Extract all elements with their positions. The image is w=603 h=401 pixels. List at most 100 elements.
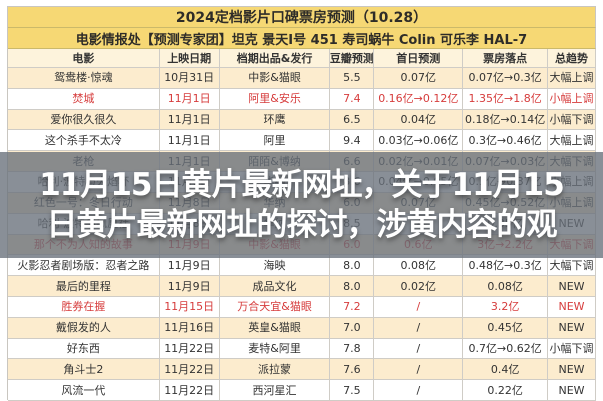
table-row: 这个杀手不太冷 11月1日 阿里 9.4 0.03亿→0.06亿 0.3亿→0.46亿 大幅… [8,130,596,152]
cell-date: 11月22日 [159,338,220,360]
column-header: 电影 [8,49,160,68]
cell-name: 这个杀手不太冷 [8,130,160,152]
cell-date: 11月16日 [159,317,220,339]
cell-box: 0.07亿→0.3亿 [463,68,549,89]
cell-box: 0.48亿→0.3亿 [463,255,549,277]
cell-douban: 7.5 [330,380,375,401]
cell-day1: / [374,317,464,339]
cell-name: 戴假发的人 [8,317,160,339]
cell-douban: 7.2 [330,296,375,318]
cell-studio: 中影&猫眼 [219,68,331,89]
cell-studio: 麦特&阿里 [219,338,331,360]
cell-trend: 小幅上调 [548,88,596,110]
cell-trend: NEW [548,296,596,318]
cell-trend: 大幅上调 [548,130,596,152]
cell-date: 11月15日 [159,296,220,318]
cell-douban: 8.0 [330,276,375,297]
cell-studio: 英皇&猫眼 [219,317,331,339]
cell-day1: 0.04亿 [374,109,464,131]
cell-douban: 7.0 [330,317,375,339]
cell-day1: / [374,296,464,318]
cell-day1: / [374,380,464,401]
cell-name: 鸳鸯楼·惊魂 [8,68,160,89]
cell-date: 11月9日 [159,276,220,297]
table-title: 2024定档影片口碑票房预测（10.28） [8,7,596,28]
cell-box: 3.2亿 [463,296,549,318]
cell-date: 11月1日 [159,130,220,152]
cell-studio: 派拉蒙 [219,359,331,381]
cell-name: 焚城 [8,88,160,110]
watermark-line-2: 日黄片最新网址的探讨，涉黄内容的观 [46,207,558,243]
cell-box: 0.4亿 [463,359,549,381]
column-header: 上映日期 [159,49,220,68]
cell-studio: 成品文化 [219,276,331,297]
column-header: 豆瓣预测 [330,49,375,68]
table-row: 鸳鸯楼·惊魂 10月31日 中影&猫眼 5.5 0.07亿 0.07亿→0.3亿 大幅上调 [8,68,596,89]
cell-name: 爱你很久很久 [8,109,160,131]
cell-douban: 7.8 [330,338,375,360]
cell-day1: 0.02亿 [374,276,464,297]
cell-douban: 7.6 [330,359,375,381]
cell-trend: 小幅下调 [548,109,596,131]
cell-trend: NEW [548,317,596,339]
cell-name: 火影忍者剧场版：忍者之路 [8,255,160,277]
cell-trend: NEW [548,380,596,401]
cell-douban: 8.0 [330,255,375,277]
watermark-overlay: 11月15日黄片最新网址，关于11月15 日黄片最新网址的探讨，涉黄内容的观 [0,152,603,258]
cell-date: 11月1日 [159,109,220,131]
cell-day1: / [374,338,464,360]
cell-trend: 大幅上调 [548,68,596,89]
cell-box: 0.7亿→0.62亿 [463,338,549,360]
cell-day1: 0.03亿→0.06亿 [374,130,464,152]
table-row: 胜券在握 11月15日 万合天宜&猫眼 7.2/3.2亿 NEW [8,296,596,318]
column-header: 档期出品&发行 [219,49,331,68]
cell-douban: 6.5 [330,109,375,131]
cell-studio: 环鹰 [219,109,331,131]
cell-studio: 海映 [219,255,331,277]
cell-box: 0.08亿 [463,276,549,297]
table-row: 焚城 11月1日 阿里&安乐 7.4 0.16亿→0.12亿 1.35亿→1.8亿 小幅上调 [8,88,596,110]
cell-studio: 阿里&安乐 [219,88,331,110]
cell-box: 1.35亿→1.8亿 [463,88,549,110]
cell-name: 胜券在握 [8,296,160,318]
table-row: 风流一代 11月22日 西河星汇 7.5/0.22亿 NEW [8,380,596,401]
cell-box: 0.3亿→0.46亿 [463,130,549,152]
column-header: 票房落点 [463,49,549,68]
cell-day1: 0.07亿 [374,68,464,89]
table-row: 最后的里程 11月9日 成品文化 8.0 0.02亿 0.08亿 NEW [8,276,596,297]
cell-date: 11月22日 [159,359,220,381]
watermark-line-1: 11月15日黄片最新网址，关于11月15 [39,167,565,203]
cell-name: 最后的里程 [8,276,160,297]
table-row: 火影忍者剧场版：忍者之路 11月9日 海映 8.0 0.08亿 0.48亿→0.3亿 大幅下… [8,255,596,277]
cell-studio: 西河星汇 [219,380,331,401]
cell-trend: NEW [548,359,596,381]
table-row: 戴假发的人 11月16日 英皇&猫眼 7.0/0.45亿 NEW [8,317,596,339]
cell-box: 0.22亿 [463,380,549,401]
cell-date: 11月22日 [159,380,220,401]
table-header-row: 电影 上映日期 档期出品&发行 豆瓣预测 首日预测 票房落点 总趋势 [8,49,596,68]
cell-box: 0.18亿→0.14亿 [463,109,549,131]
cell-name: 好东西 [8,338,160,360]
table-row: 角斗士2 11月22日 派拉蒙 7.6/0.4亿 NEW [8,359,596,381]
cell-douban: 7.4 [330,88,375,110]
cell-date: 11月1日 [159,88,220,110]
cell-name: 角斗士2 [8,359,160,381]
cell-date: 11月9日 [159,255,220,277]
cell-day1: / [374,359,464,381]
cell-name: 风流一代 [8,380,160,401]
cell-studio: 阿里 [219,130,331,152]
cell-box: 0.45亿 [463,317,549,339]
table-row: 好东西 11月22日 麦特&阿里 7.8/0.7亿→0.62亿 小幅下调 [8,338,596,360]
cell-studio: 万合天宜&猫眼 [219,296,331,318]
cell-trend: 小幅下调 [548,338,596,360]
cell-trend: NEW [548,276,596,297]
table-subtitle: 电影情报处【预测专家团】坦克 景天I号 451 寿司蜗牛 Colin 可乐李 H… [8,28,596,49]
cell-day1: 0.16亿→0.12亿 [374,88,464,110]
cell-date: 10月31日 [159,68,220,89]
cell-day1: 0.08亿 [374,255,464,277]
cell-douban: 5.5 [330,68,375,89]
table-row: 爱你很久很久 11月1日 环鹰 6.5 0.04亿 0.18亿→0.14亿 小幅下调 [8,109,596,131]
cell-trend: 大幅下调 [548,255,596,277]
column-header: 总趋势 [548,49,596,68]
